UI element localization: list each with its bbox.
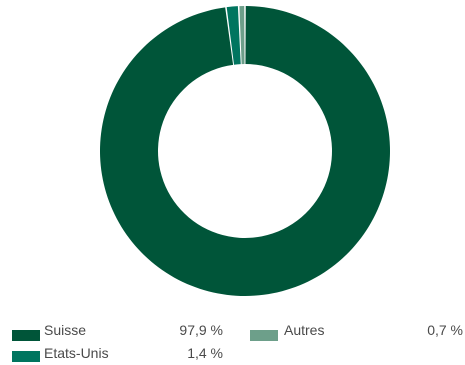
legend-swatch-autres <box>250 330 278 341</box>
donut-slice-etats-unis <box>226 6 241 65</box>
legend-value-autres: 0,7 % <box>427 322 463 338</box>
legend-swatch-etats-unis <box>12 351 40 362</box>
legend-swatch-suisse <box>12 330 40 341</box>
legend-value-etats-unis: 1,4 % <box>187 345 223 361</box>
donut-chart <box>100 6 390 297</box>
donut-slice-autres <box>239 6 245 65</box>
legend-label-suisse: Suisse <box>44 322 87 338</box>
legend-label-autres: Autres <box>284 322 325 338</box>
legend-value-suisse: 97,9 % <box>179 322 223 338</box>
legend-label-etats-unis: Etats-Unis <box>44 345 109 361</box>
donut-slice-suisse <box>100 6 390 297</box>
